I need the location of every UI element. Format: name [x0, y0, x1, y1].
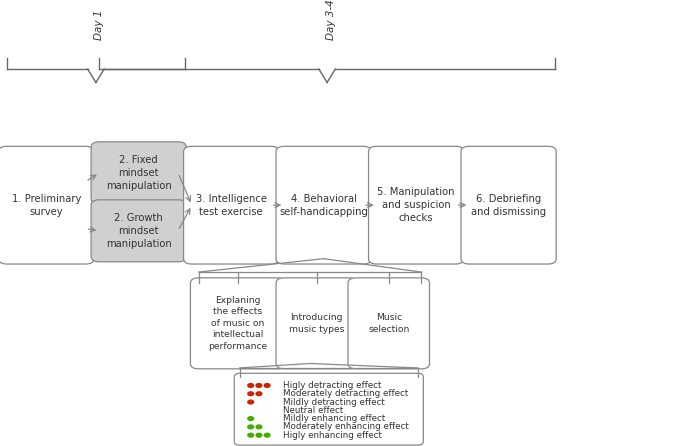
Circle shape: [248, 434, 253, 437]
Text: 3. Intelligence
test exercise: 3. Intelligence test exercise: [196, 194, 266, 217]
Circle shape: [248, 425, 253, 429]
Circle shape: [248, 392, 253, 396]
Circle shape: [256, 384, 262, 387]
FancyBboxPatch shape: [234, 373, 423, 445]
FancyBboxPatch shape: [369, 146, 464, 264]
FancyBboxPatch shape: [0, 146, 94, 264]
Circle shape: [256, 425, 262, 429]
FancyBboxPatch shape: [276, 146, 371, 264]
Text: Day 1: Day 1: [95, 10, 104, 40]
FancyBboxPatch shape: [184, 146, 279, 264]
Circle shape: [264, 434, 270, 437]
Circle shape: [248, 400, 253, 404]
Text: Neutral effect: Neutral effect: [283, 406, 343, 415]
FancyBboxPatch shape: [348, 278, 429, 369]
Text: Moderately detracting effect: Moderately detracting effect: [283, 389, 408, 398]
FancyBboxPatch shape: [190, 278, 286, 369]
Text: 2. Growth
mindset
manipulation: 2. Growth mindset manipulation: [106, 213, 171, 248]
Text: Mildly enhancing effect: Mildly enhancing effect: [283, 414, 385, 423]
Circle shape: [256, 392, 262, 396]
Text: 5. Manipulation
and suspicion
checks: 5. Manipulation and suspicion checks: [377, 187, 455, 223]
FancyBboxPatch shape: [91, 142, 186, 204]
Text: 4. Behavioral
self-handicapping: 4. Behavioral self-handicapping: [279, 194, 368, 217]
Text: Moderately enhancing effect: Moderately enhancing effect: [283, 422, 409, 431]
FancyBboxPatch shape: [91, 200, 186, 262]
Text: 6. Debriefing
and dismissing: 6. Debriefing and dismissing: [471, 194, 546, 217]
Text: 1. Preliminary
survey: 1. Preliminary survey: [12, 194, 81, 217]
Circle shape: [248, 417, 253, 421]
Text: Introducing
music types: Introducing music types: [289, 313, 345, 334]
Text: Mildly detracting effect: Mildly detracting effect: [283, 397, 385, 407]
Text: 2. Fixed
mindset
manipulation: 2. Fixed mindset manipulation: [106, 155, 171, 190]
Text: Day 3-4: Day 3-4: [325, 0, 336, 40]
Text: Higly enhancing effect: Higly enhancing effect: [283, 431, 382, 440]
Text: Higly detracting effect: Higly detracting effect: [283, 381, 382, 390]
Circle shape: [264, 384, 270, 387]
Circle shape: [248, 384, 253, 387]
Text: Explaning
the effects
of music on
intellectual
performance: Explaning the effects of music on intell…: [208, 296, 268, 351]
Text: Music
selection: Music selection: [368, 313, 410, 334]
FancyBboxPatch shape: [276, 278, 358, 369]
Circle shape: [256, 434, 262, 437]
FancyBboxPatch shape: [461, 146, 556, 264]
